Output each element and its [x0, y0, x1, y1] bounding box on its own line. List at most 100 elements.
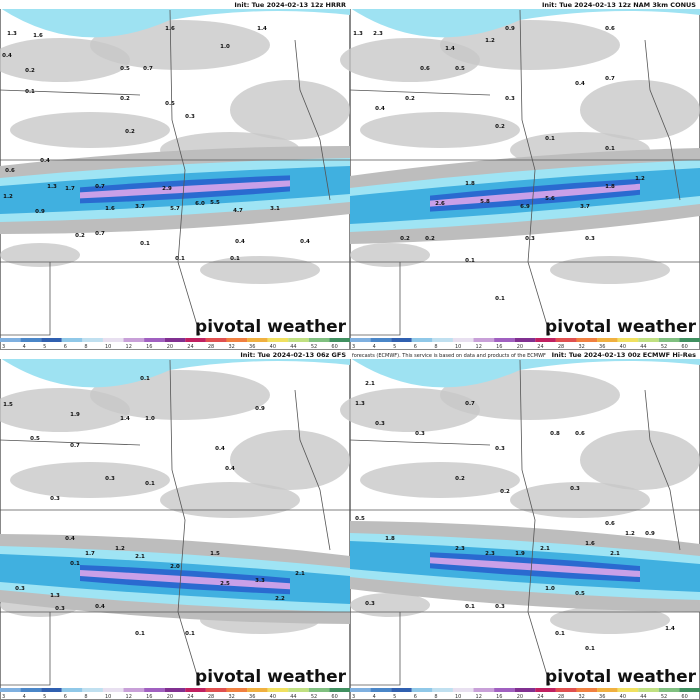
- precip-value: 1.3: [50, 593, 60, 599]
- colorbar-swatch: [0, 338, 21, 342]
- precip-value: 0.4: [375, 106, 385, 112]
- colorbar-swatch: [82, 688, 103, 692]
- precip-value: 0.9: [645, 531, 655, 537]
- state-border: [0, 612, 51, 686]
- colorbar-swatch: [185, 688, 206, 692]
- precip-value: 0.3: [105, 476, 115, 482]
- precip-value: 4.7: [233, 208, 243, 214]
- colorbar-label: 16: [496, 694, 502, 700]
- precip-value: 2.5: [220, 581, 230, 587]
- colorbar-label: 12: [126, 344, 132, 350]
- colorbar-swatch: [0, 688, 21, 692]
- colorbar-swatch: [144, 338, 165, 342]
- precip-value: 0.4: [65, 536, 75, 542]
- colorbar-label: 24: [537, 344, 543, 350]
- colorbar-label: 3: [352, 344, 355, 350]
- colorbar-swatch: [638, 688, 659, 692]
- precip-value: 1.2: [635, 176, 645, 182]
- precip-value: 0.7: [605, 76, 615, 82]
- precip-value: 0.1: [70, 561, 80, 567]
- precip-value: 0.9: [35, 209, 45, 215]
- precip-value: 0.1: [140, 241, 150, 247]
- precip-value: 0.6: [605, 26, 615, 32]
- precip-value: 0.2: [120, 96, 130, 102]
- colorbar-label: 40: [620, 694, 626, 700]
- light-precip: [350, 243, 430, 267]
- colorbar-label: 10: [455, 344, 461, 350]
- precip-value: 0.4: [300, 239, 310, 245]
- colorbar-label: 40: [270, 344, 276, 350]
- colorbar-swatch: [41, 338, 62, 342]
- precip-value: 0.5: [575, 591, 585, 597]
- colorbar-label: 10: [455, 694, 461, 700]
- precip-value: 0.5: [30, 436, 40, 442]
- map-panel: Init: Tue 2024-02-13 12z NAM 3km CONUS 1.…: [340, 0, 700, 350]
- colorbar-swatch: [535, 688, 556, 692]
- precip-value: 0.2: [75, 233, 85, 239]
- precip-value: 2.1: [610, 551, 620, 557]
- precip-value: 0.2: [125, 129, 135, 135]
- precip-value: 6.0: [195, 201, 205, 207]
- colorbar-swatch: [658, 338, 680, 342]
- northern-snow: [0, 8, 350, 38]
- colorbar-label: 6: [414, 694, 417, 700]
- colorbar-swatch: [535, 338, 556, 342]
- precip-value: 0.3: [495, 446, 505, 452]
- colorbar-swatch: [411, 688, 433, 692]
- precip-value: 1.4: [445, 46, 455, 52]
- precip-value: 5.7: [170, 206, 180, 212]
- watermark: pivotal weather: [545, 317, 697, 337]
- precip-value: 1.9: [515, 551, 525, 557]
- colorbar-label: 44: [290, 344, 296, 350]
- precip-value: 1.0: [220, 44, 230, 50]
- colorbar-swatch: [391, 688, 412, 692]
- state-border: [519, 9, 551, 336]
- precip-value: 0.5: [355, 516, 365, 522]
- colorbar-swatch: [267, 688, 289, 692]
- precip-value: 0.3: [55, 606, 65, 612]
- colorbar-label: 4: [373, 694, 376, 700]
- colorbar-label: 8: [434, 694, 437, 700]
- init-label: Init: Tue 2024-02-13 06z GFS: [240, 351, 346, 359]
- colorbar-swatch: [61, 338, 83, 342]
- northern-snow: [350, 358, 700, 388]
- state-border: [644, 389, 681, 551]
- light-precip: [350, 593, 430, 617]
- precip-value: 0.6: [605, 521, 615, 527]
- precip-value: 5.5: [210, 200, 220, 206]
- colorbar-swatch: [164, 688, 186, 692]
- colorbar-label: 16: [146, 344, 152, 350]
- state-border: [644, 39, 681, 201]
- precip-value: 0.1: [25, 89, 35, 95]
- colorbar-swatch: [391, 338, 412, 342]
- precip-value: 0.1: [145, 481, 155, 487]
- northern-snow: [350, 8, 700, 38]
- colorbar-label: 12: [126, 694, 132, 700]
- colorbar-label: 5: [43, 694, 46, 700]
- precip-value: 0.3: [365, 601, 375, 607]
- light-precip: [360, 112, 520, 148]
- precip-value: 1.2: [485, 38, 495, 44]
- precip-value: 2.6: [435, 201, 445, 207]
- watermark: pivotal weather: [195, 317, 347, 337]
- colorbar-swatch: [679, 688, 700, 692]
- precip-value: 6.9: [520, 204, 530, 210]
- colorbar-swatch: [473, 688, 495, 692]
- colorbar-swatch: [185, 338, 206, 342]
- colorbar-swatch: [350, 338, 371, 342]
- state-border: [169, 9, 201, 336]
- precip-value: 2.1: [295, 571, 305, 577]
- precip-value: 3.3: [255, 578, 265, 584]
- precip-value: 3.7: [135, 204, 145, 210]
- watermark: pivotal weather: [545, 667, 697, 687]
- precip-value: 0.6: [420, 66, 430, 72]
- colorbar-swatch: [514, 338, 536, 342]
- precip-value: 0.1: [545, 136, 555, 142]
- precip-value: 0.1: [555, 631, 565, 637]
- map-panel: Init: Tue 2024-02-13 12z HRRR 1.3 1.6 1.6 1.…: [0, 0, 350, 350]
- colorbar-swatch: [61, 688, 83, 692]
- precip-value: 0.6: [575, 431, 585, 437]
- precip-value: 0.5: [455, 66, 465, 72]
- precip-value: 0.3: [525, 236, 535, 242]
